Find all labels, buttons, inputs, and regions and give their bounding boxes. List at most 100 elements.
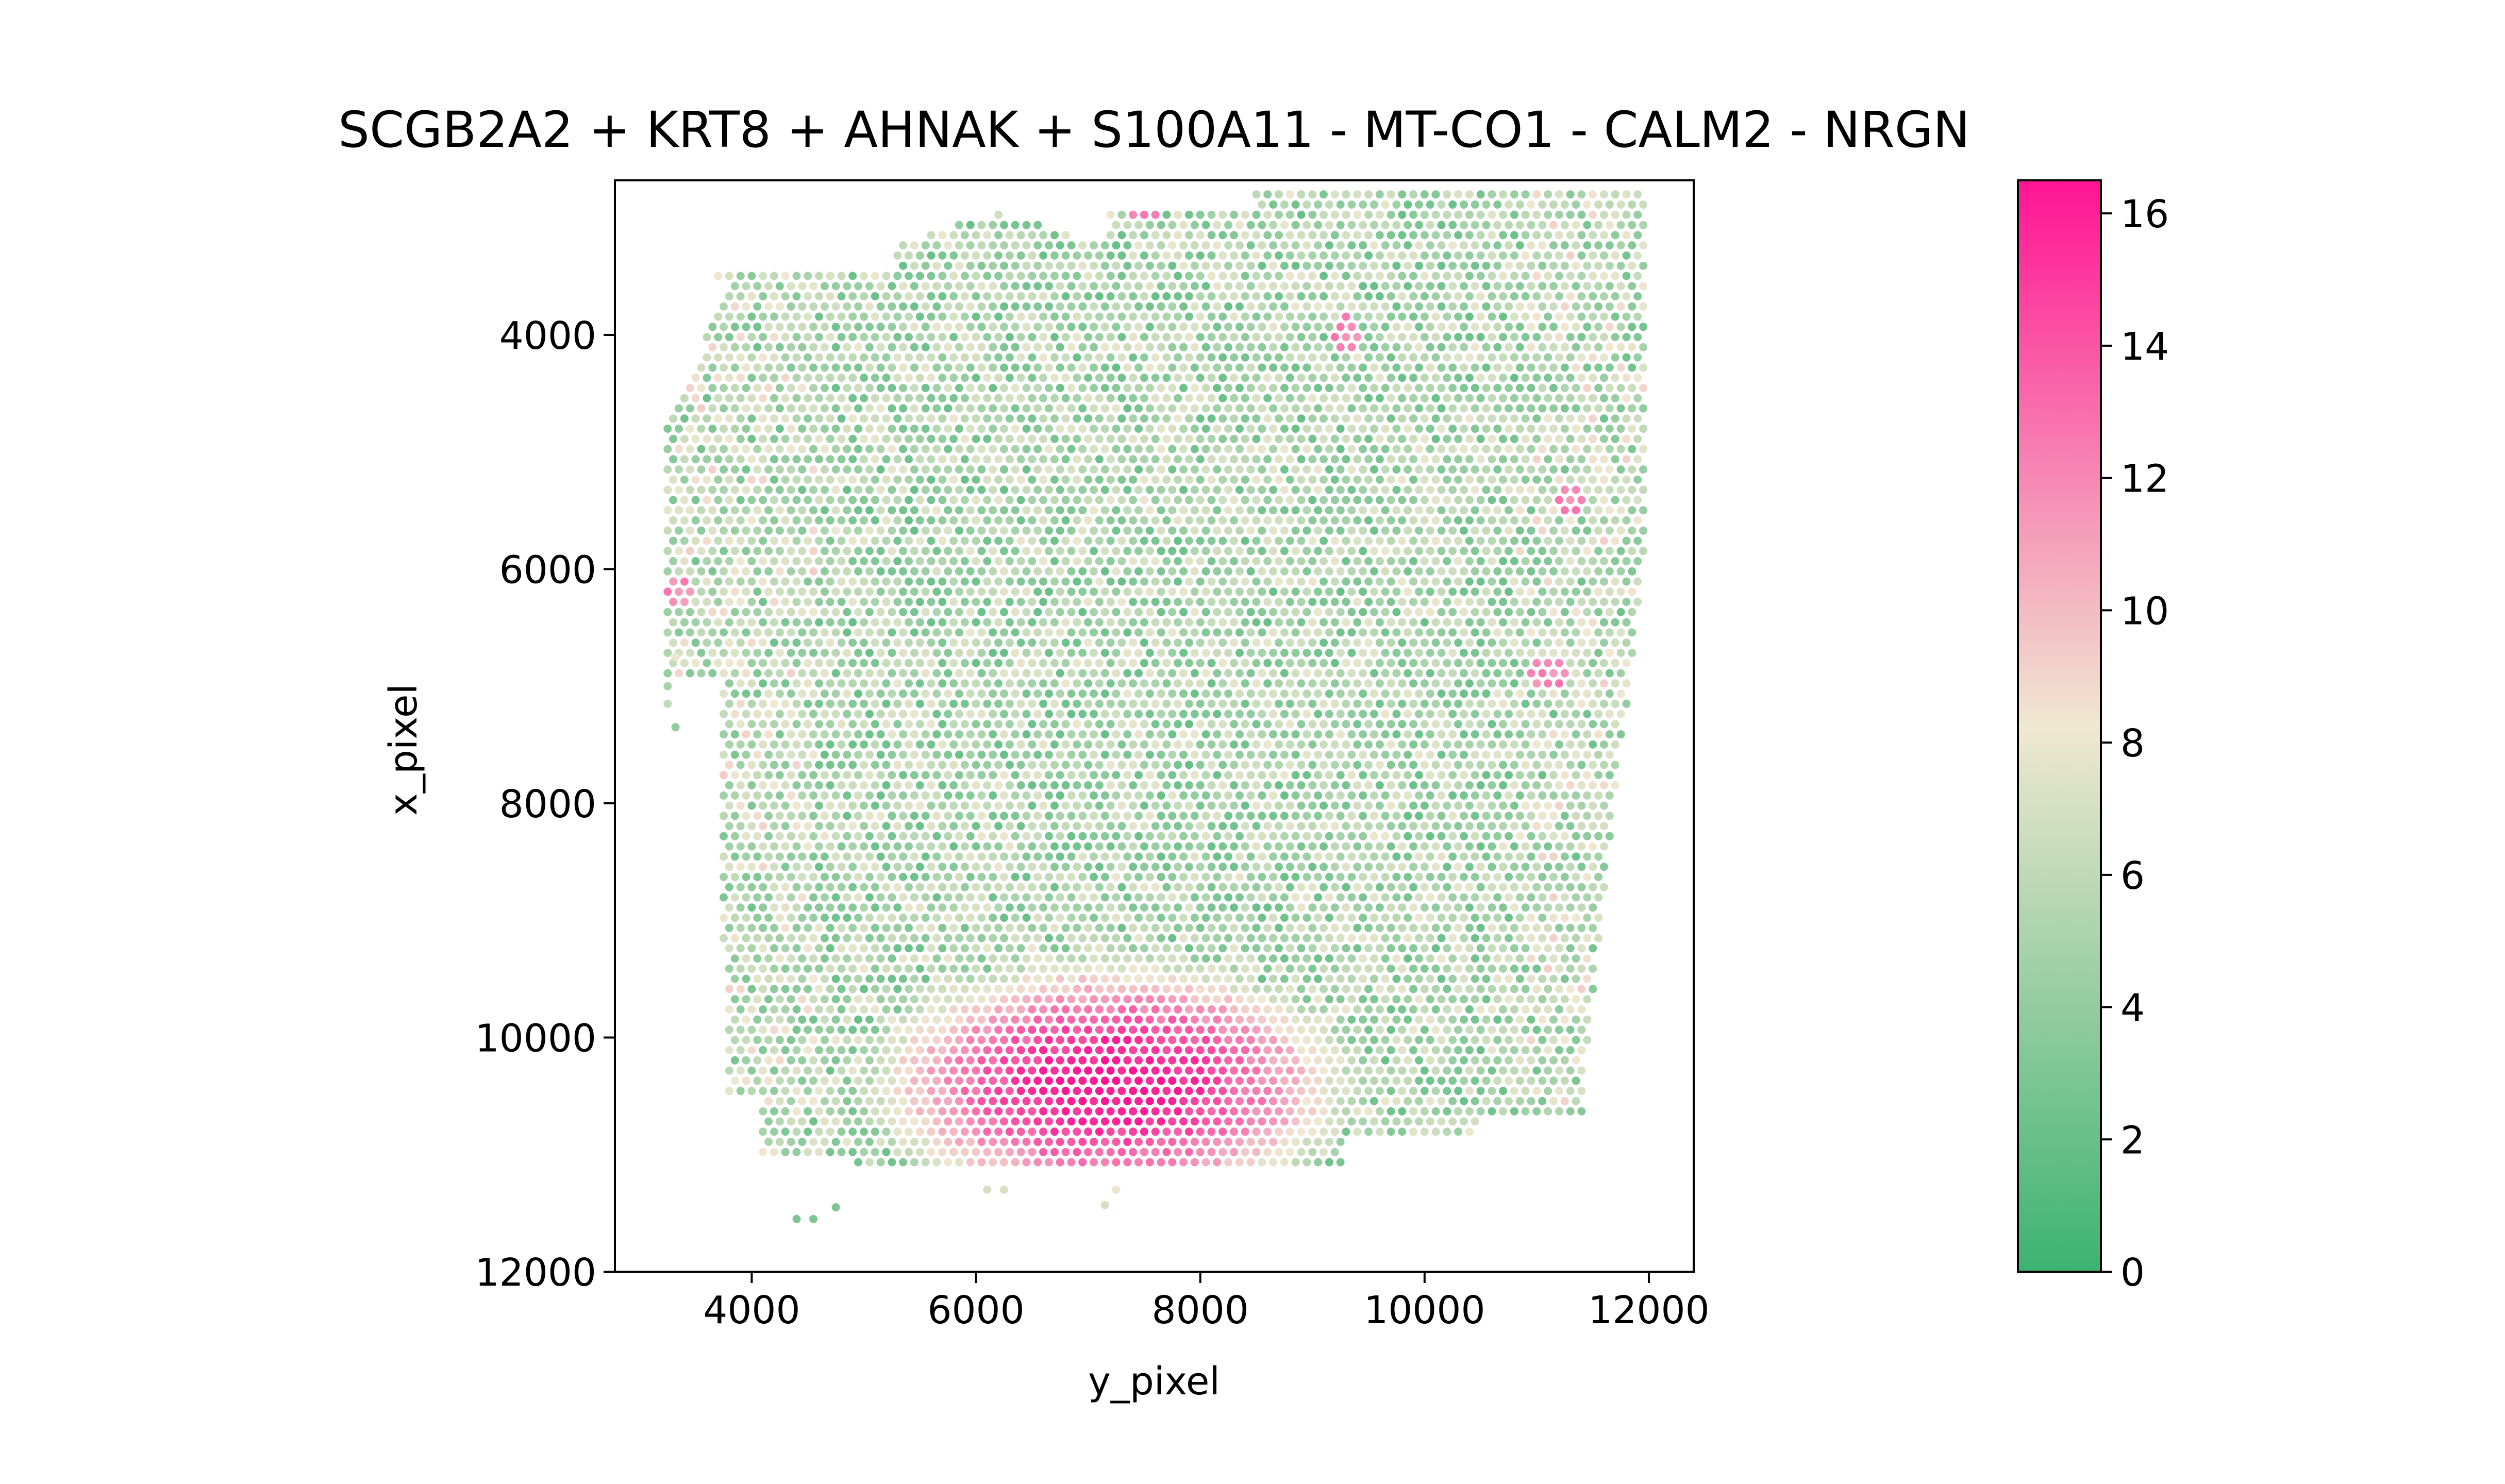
spot: [1431, 679, 1440, 688]
spot: [809, 302, 818, 311]
spot: [720, 323, 728, 331]
spot: [770, 496, 778, 504]
spot: [1443, 333, 1451, 342]
spot: [1594, 649, 1603, 657]
spot: [781, 496, 790, 504]
spot: [1426, 506, 1434, 515]
spot: [1375, 394, 1384, 402]
spot: [899, 343, 908, 351]
spot: [1084, 475, 1093, 484]
spot: [1039, 272, 1048, 280]
spot: [854, 363, 863, 372]
spot: [860, 374, 868, 382]
spot: [775, 547, 784, 555]
spot: [1033, 750, 1042, 759]
spot: [1039, 761, 1048, 769]
spot: [1392, 445, 1401, 453]
spot: [781, 536, 790, 545]
spot: [1050, 536, 1059, 545]
spot: [1320, 638, 1328, 647]
spot: [815, 333, 823, 342]
spot: [1431, 720, 1440, 729]
spot: [1011, 506, 1020, 515]
spot: [691, 455, 700, 464]
spot: [1454, 475, 1463, 484]
spot: [1117, 557, 1126, 565]
spot: [1067, 241, 1076, 250]
spot: [686, 404, 694, 413]
spot: [1224, 485, 1233, 494]
spot: [1482, 261, 1491, 270]
spot: [1297, 659, 1306, 667]
spot: [882, 557, 891, 565]
spot: [848, 536, 857, 545]
spot: [1033, 771, 1042, 780]
spot: [1291, 425, 1300, 433]
spot: [860, 434, 868, 443]
spot: [1431, 496, 1440, 504]
spot: [736, 374, 745, 382]
spot: [1342, 536, 1350, 545]
spot: [1285, 333, 1294, 342]
spot: [1460, 608, 1468, 616]
spot: [1566, 557, 1575, 565]
spot: [691, 598, 700, 606]
spot: [1628, 323, 1636, 331]
spot: [691, 536, 700, 545]
spot: [1370, 221, 1378, 229]
spot: [1532, 475, 1541, 484]
spot: [938, 761, 947, 769]
spot: [882, 740, 891, 749]
spot: [1218, 618, 1227, 627]
spot: [1431, 292, 1440, 300]
spot: [1599, 536, 1608, 545]
spot: [1269, 730, 1278, 739]
spot: [1157, 404, 1165, 413]
spot: [1263, 312, 1272, 321]
spot: [1342, 414, 1350, 423]
spot: [1431, 333, 1440, 342]
spot: [1050, 414, 1059, 423]
spot: [1325, 791, 1333, 800]
spot: [1330, 618, 1339, 627]
spot: [1112, 221, 1121, 229]
spot: [826, 292, 834, 300]
spot: [1589, 231, 1597, 240]
spot: [1515, 649, 1524, 657]
spot: [1364, 679, 1373, 688]
spot: [1190, 547, 1199, 555]
spot: [680, 638, 689, 647]
spot: [1179, 567, 1188, 576]
spot: [1033, 465, 1042, 474]
spot: [1106, 333, 1115, 342]
spot: [1527, 221, 1535, 229]
spot: [1314, 343, 1323, 351]
spot: [1572, 425, 1580, 433]
spot: [1426, 221, 1434, 229]
spot: [1325, 302, 1333, 311]
spot: [1347, 689, 1356, 698]
spot: [1269, 302, 1278, 311]
spot: [1347, 404, 1356, 413]
spot: [1437, 445, 1446, 453]
spot: [1269, 587, 1278, 596]
spot: [1398, 618, 1407, 627]
spot: [1246, 669, 1255, 678]
spot: [831, 526, 840, 535]
spot: [1589, 312, 1597, 321]
spot: [1577, 720, 1586, 729]
spot: [1196, 353, 1205, 362]
spot: [747, 434, 756, 443]
spot: [1100, 465, 1109, 474]
spot: [1572, 404, 1580, 413]
spot: [1493, 526, 1502, 535]
spot: [770, 394, 778, 402]
spot: [1594, 282, 1603, 291]
spot: [854, 669, 863, 678]
spot: [1320, 353, 1328, 362]
spot: [1275, 761, 1283, 769]
spot: [1050, 333, 1059, 342]
spot: [1515, 425, 1524, 433]
spot: [1275, 475, 1283, 484]
spot: [1583, 302, 1592, 311]
